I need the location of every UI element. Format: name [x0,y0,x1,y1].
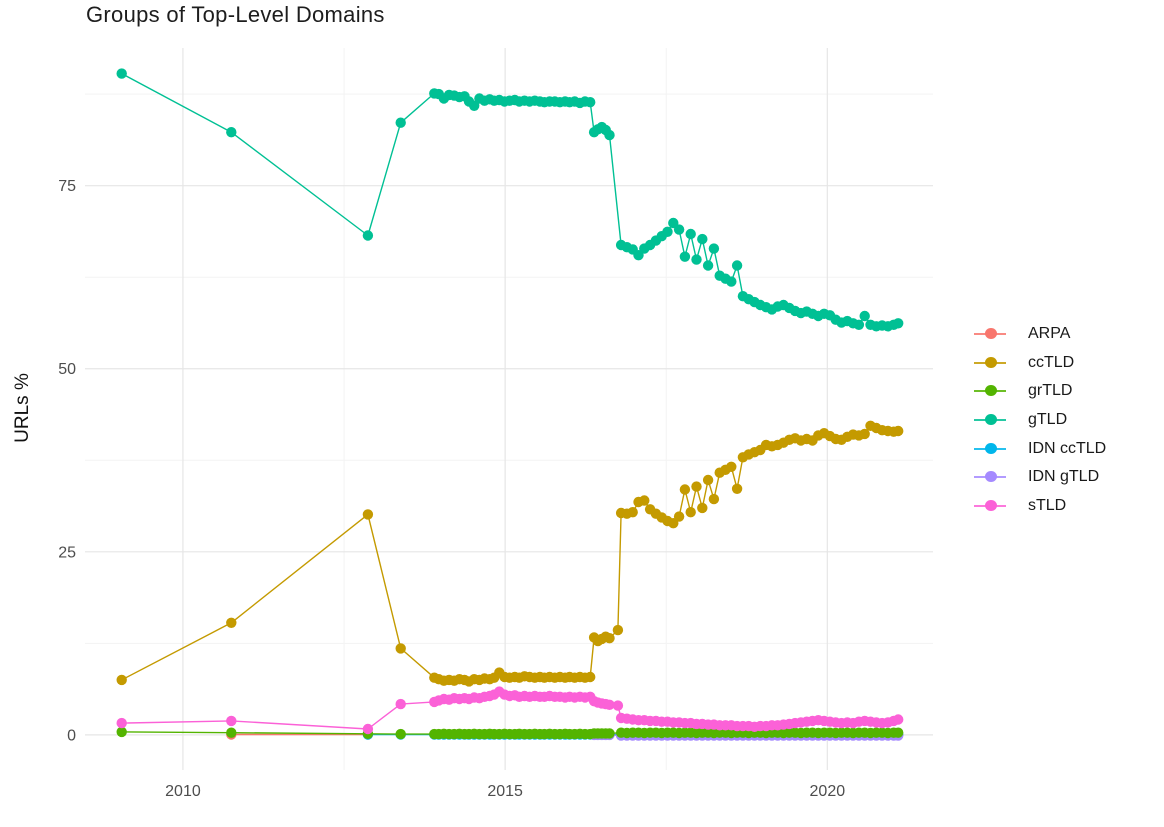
y-tick-label: 50 [58,361,76,378]
data-point-gtld [726,276,737,287]
legend-label: grTLD [1028,382,1073,400]
data-point-gtld [226,127,237,138]
series-arpa [226,729,374,740]
legend-key-dot [985,471,997,483]
legend-label: ARPA [1028,325,1071,343]
data-point-gtld [662,226,673,237]
data-point-gtld [859,310,870,322]
data-point-gtld [702,260,714,271]
legend: ARPA ccTLD grTLD gTLD IDN ccTLD IDN gTLD sTLD [974,320,1106,520]
data-point-cctld [627,507,638,518]
data-point-stld [612,700,624,711]
series-gtld [116,68,904,332]
data-point-stld [893,714,904,725]
legend-key-dot [985,499,997,511]
legend-key-icon [974,328,1010,340]
legend-label: IDN ccTLD [1028,439,1107,457]
legend-item-idn-cctld: IDN ccTLD [974,434,1106,463]
data-point-cctld [708,493,720,505]
legend-key-icon [974,442,1010,455]
data-point-cctld [702,474,714,486]
x-tick-label: 2020 [810,783,846,800]
data-point-cctld [691,481,702,492]
data-point-cctld [226,617,237,628]
data-point-cctld [859,428,870,440]
data-point-cctld [116,674,127,686]
data-point-gtld [679,251,691,262]
legend-key-icon [974,385,1010,397]
data-point-cctld [685,507,696,518]
series-cctld [116,420,904,687]
legend-item-grtld: grTLD [974,377,1106,406]
data-point-cctld [604,633,615,644]
data-point-cctld [362,509,374,520]
legend-label: IDN gTLD [1028,468,1100,486]
y-tick-label: 0 [67,727,76,744]
data-point-stld [395,698,406,710]
data-point-cctld [893,425,904,437]
data-point-gtld [395,117,406,128]
data-point-gtld [685,228,696,240]
data-point-gtld [469,100,480,112]
chart-title: Groups of Top-Level Domains [86,2,385,27]
legend-label: ccTLD [1028,353,1075,371]
legend-item-stld: sTLD [974,492,1106,521]
data-point-stld [362,723,374,735]
x-tick-label: 2015 [487,783,523,800]
data-point-cctld [585,671,596,683]
data-point-grtld [893,727,904,738]
data-point-gtld [853,319,865,330]
data-point-stld [226,715,237,727]
data-point-cctld [679,484,691,495]
data-point-cctld [612,624,624,636]
data-point-cctld [697,502,708,514]
data-point-grtld [395,728,406,740]
data-point-gtld [893,318,904,329]
legend-key-dot [985,442,997,454]
legend-label: gTLD [1028,411,1068,429]
data-point-cctld [673,511,685,522]
data-point-stld [604,699,615,710]
data-point-cctld [726,461,737,472]
legend-key-icon [974,414,1010,426]
data-point-grtld [604,728,615,739]
data-point-gtld [697,233,708,245]
legend-item-idn-gtld: IDN gTLD [974,463,1106,492]
legend-key-dot [985,385,997,397]
y-tick-label: 25 [58,544,76,561]
legend-key-dot [985,328,997,340]
data-point-gtld [673,224,685,235]
data-point-gtld [691,254,702,265]
legend-item-cctld: ccTLD [974,349,1106,378]
data-point-cctld [395,643,406,654]
data-point-gtld [731,260,743,271]
legend-key-dot [985,356,997,368]
legend-key-icon [974,499,1010,512]
series-line-gtld [121,72,899,327]
series-stld [116,686,904,735]
data-point-gtld [585,97,596,108]
legend-item-gtld: gTLD [974,406,1106,435]
legend-label: sTLD [1028,496,1067,514]
data-point-gtld [116,68,127,79]
legend-key-icon [974,471,1010,483]
data-point-grtld [226,727,237,738]
data-point-gtld [362,230,374,241]
data-point-stld [116,717,127,729]
data-point-gtld [604,129,615,141]
data-point-cctld [639,495,650,506]
legend-item-arpa: ARPA [974,320,1106,349]
y-tick-label: 75 [58,178,76,195]
legend-key-dot [985,414,997,426]
data-point-cctld [731,483,743,494]
data-point-gtld [708,243,720,254]
data-point-grtld [116,726,127,738]
x-tick-label: 2010 [165,783,201,800]
legend-key-icon [974,356,1010,369]
